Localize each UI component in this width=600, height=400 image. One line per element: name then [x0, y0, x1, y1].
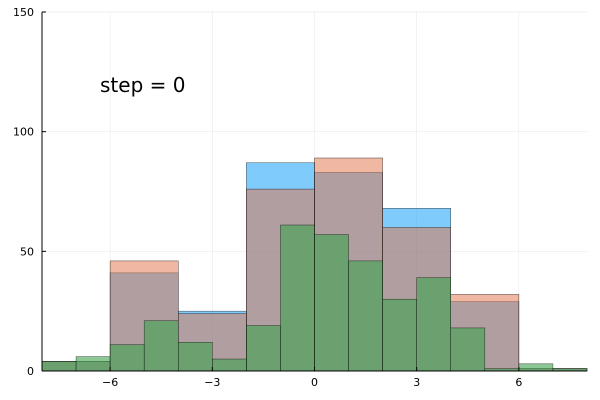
histogram-bar — [109, 344, 145, 372]
histogram-bar — [450, 327, 486, 372]
histogram-bar — [41, 361, 77, 372]
histogram-bar — [143, 320, 179, 372]
x-tick-label: 3 — [413, 376, 420, 389]
histogram-bar — [246, 325, 281, 372]
x-tick-label: 6 — [515, 376, 522, 389]
histogram-bar — [75, 356, 111, 372]
histogram-bar — [280, 224, 315, 372]
histogram-bar — [178, 342, 213, 372]
x-tick-label: 0 — [311, 376, 318, 389]
y-tick-label: 50 — [20, 245, 34, 258]
histogram-bar — [348, 260, 383, 372]
histogram-bar — [382, 298, 417, 372]
step-annotation: step = 0 — [100, 73, 185, 97]
histogram-bar — [212, 358, 247, 372]
histogram-bar — [314, 234, 349, 372]
y-tick-label: 100 — [13, 126, 34, 139]
x-tick-label: −6 — [102, 376, 118, 389]
y-tick-label: 150 — [13, 6, 34, 19]
histogram-bar — [518, 363, 554, 372]
x-tick-label: −3 — [204, 376, 220, 389]
histogram-bar — [416, 277, 451, 372]
y-tick-label: 0 — [27, 365, 34, 378]
